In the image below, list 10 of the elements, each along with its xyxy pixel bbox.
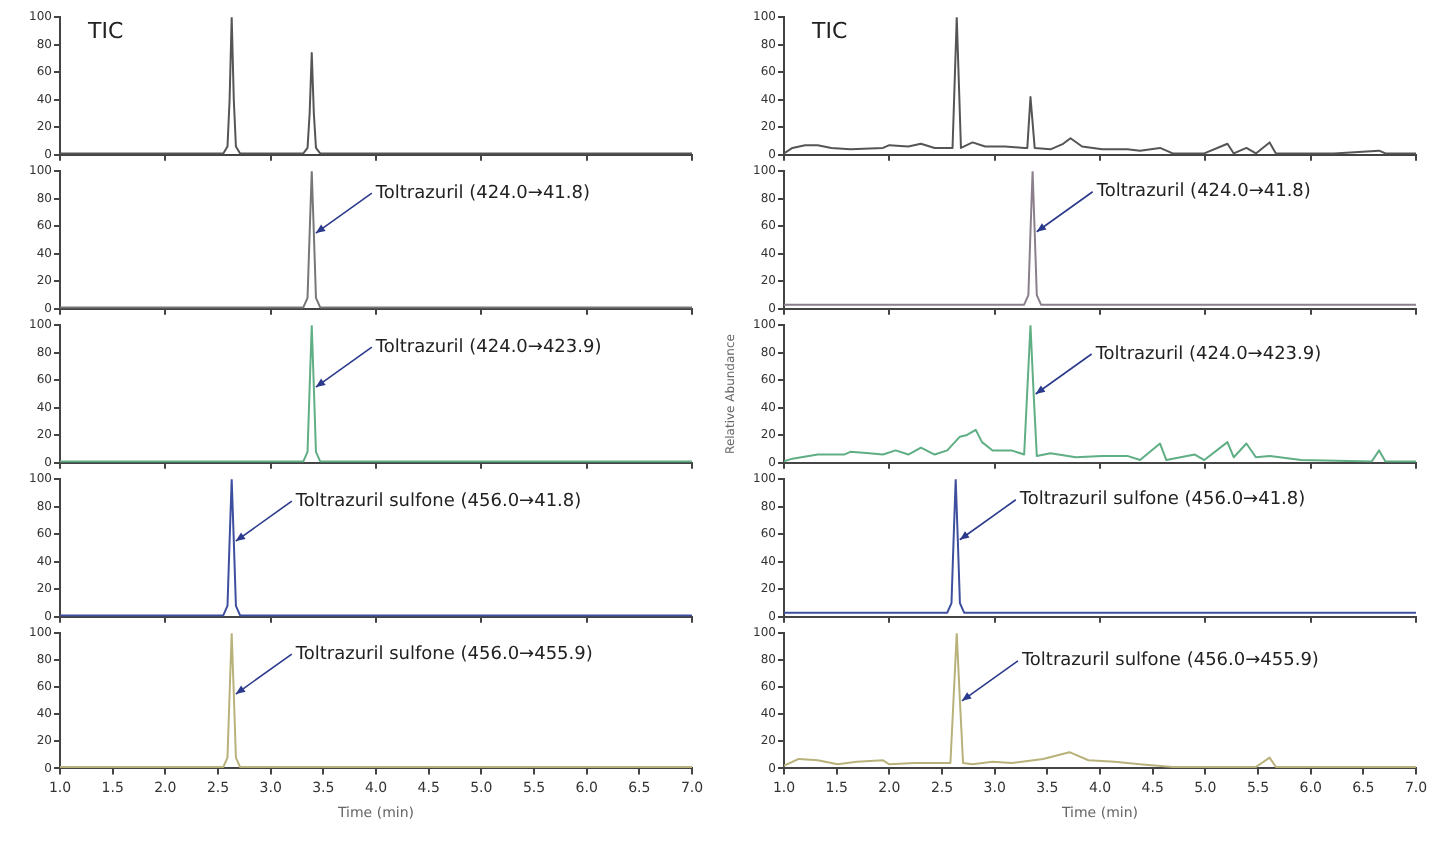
annotation: Toltrazuril sulfone (456.0→41.8) — [293, 491, 582, 512]
annotation: TIC — [86, 17, 124, 44]
annotation: Toltrazuril (424.0→41.8) — [1094, 182, 1311, 203]
annotation: Toltrazuril (424.0→41.8) — [373, 183, 591, 204]
annotation: TIC — [810, 17, 848, 44]
annotation: Toltrazuril sulfone (456.0→455.9) — [293, 644, 593, 665]
annotation: Toltrazuril (424.0→423.9) — [373, 337, 602, 358]
annotation: Toltrazuril (424.0→423.9) — [1093, 344, 1322, 365]
annotation: Toltrazuril sulfone (456.0→455.9) — [1019, 651, 1319, 672]
annotation: Toltrazuril sulfone (456.0→41.8) — [1017, 490, 1306, 511]
